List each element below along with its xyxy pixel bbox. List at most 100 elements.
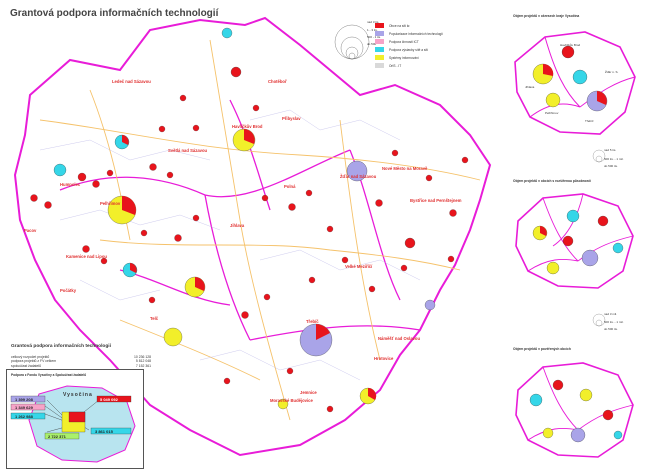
size-label: 500 - 1 tis. — [367, 35, 382, 39]
legend-swatch — [375, 31, 384, 36]
region-name: Vysočina — [63, 392, 93, 398]
town-label: Polná — [284, 184, 296, 189]
pie-symbol[interactable] — [532, 225, 548, 241]
pie-symbol[interactable] — [579, 388, 593, 402]
inset-scale-label: do 500 tis. — [604, 327, 618, 331]
inset-scale-label: nad 3 mil. — [604, 312, 618, 316]
size-label: 1 - 3 tis. — [367, 28, 378, 32]
inset-size-legend — [592, 149, 606, 163]
district-label: Třebíč — [585, 119, 594, 123]
inset-scale-label: nad 5 tis. — [604, 148, 617, 152]
town-label: Přibyslav — [282, 116, 301, 121]
legend-label: OrIS - IT — [389, 64, 402, 68]
stats-row: podpora projektů z FV celkem 5 812 048 — [11, 359, 151, 364]
legend-swatch — [375, 63, 384, 68]
pie-symbol[interactable] — [532, 63, 554, 85]
legend-label: Popularizace informačních technologií — [389, 32, 443, 36]
pie-symbol[interactable] — [299, 323, 333, 357]
region-value: 1 262 988 — [15, 414, 34, 419]
region-value: 5 049 092 — [100, 397, 119, 402]
stats-panel: Grantová podpora informačních technologi… — [11, 344, 151, 368]
page-title: Grantová podpora informačních technologi… — [10, 8, 219, 19]
pie-symbol[interactable] — [529, 393, 543, 407]
pie-symbol[interactable] — [542, 427, 554, 439]
stats-title: Grantová podpora informačních technologi… — [11, 344, 111, 349]
pie-symbol[interactable] — [122, 262, 138, 278]
small-red-symbols[interactable] — [30, 94, 469, 413]
town-label: Nové Město na Moravě — [382, 166, 428, 171]
town-label: Humpolec — [60, 182, 81, 187]
town-label: Jihlava — [230, 223, 245, 228]
region-boundary — [13, 16, 492, 457]
town-label: Počátky — [60, 288, 77, 293]
region-value: 3 861 015 — [95, 429, 114, 434]
pie-symbol[interactable] — [545, 92, 561, 108]
town-label: Světlá nad Sázavou — [168, 148, 208, 153]
pie-symbol[interactable] — [232, 128, 256, 152]
legend-swatch — [375, 23, 384, 28]
pie-symbol[interactable] — [424, 299, 436, 311]
legend-swatch — [375, 47, 384, 52]
pie-symbol[interactable] — [612, 242, 624, 254]
pie-symbol[interactable] — [114, 134, 130, 150]
pie-symbol[interactable] — [546, 261, 560, 275]
size-label: do 500 — [367, 42, 377, 46]
pie-symbol[interactable] — [359, 387, 377, 405]
inset-scale-label: 500 tis. - 1 mil. — [604, 320, 624, 324]
pie-symbol[interactable] — [404, 237, 416, 249]
legend-label: Podpora výstavby sítě a sítí — [389, 48, 429, 52]
pie-symbol[interactable] — [561, 45, 575, 59]
roads — [39, 39, 481, 421]
size-label: nad 3 tis. — [367, 20, 380, 24]
inset-po-map[interactable] — [508, 355, 643, 465]
pie-symbol[interactable] — [586, 90, 608, 112]
pie-symbol[interactable] — [572, 69, 588, 85]
inset-scale-label: 500 tis. - 1 mil. — [604, 157, 624, 161]
pie-symbol[interactable] — [552, 379, 564, 391]
pie-symbol[interactable] — [184, 276, 206, 298]
pie-symbol[interactable] — [613, 430, 623, 440]
pie-symbol[interactable] — [597, 215, 609, 227]
municipality-lines — [39, 109, 421, 381]
pie-symbol[interactable] — [602, 409, 614, 421]
town-label: Žďár nad Sázavou — [340, 174, 377, 179]
legend-label: Obce na síti kr. — [389, 24, 411, 28]
inset-title: Objem projektů v pověřených obcích — [513, 347, 571, 351]
inset-districts-map[interactable]: Havlíčkův Brod Žďár n. S. Jihlava Třebíč… — [505, 22, 645, 142]
pie-symbol[interactable] — [277, 398, 289, 410]
town-label: Hrotovice — [374, 356, 394, 361]
region-box: Podpora z Fondu Vysočiny a Spoluúčast ža… — [6, 369, 144, 469]
region-value: 2 722 371 — [48, 434, 67, 439]
pie-symbol[interactable] — [53, 163, 67, 177]
legend-swatch — [375, 39, 384, 44]
pie-symbol[interactable] — [570, 427, 586, 443]
pie-symbol[interactable] — [221, 27, 233, 39]
legend-label: Systémy informování — [389, 56, 419, 60]
inset-orp-map[interactable] — [508, 186, 643, 296]
town-label: Náměšť nad Oslavou — [378, 336, 420, 341]
town-label: Bystřice nad Pernštejnem — [410, 198, 462, 203]
pie-symbol[interactable] — [566, 209, 580, 223]
size-legend — [334, 24, 370, 60]
town-label: Velké Meziříčí — [345, 264, 373, 269]
town-label: Telč — [150, 316, 159, 321]
pie-symbol[interactable] — [346, 160, 368, 182]
town-label: Moravské Budějovice — [270, 398, 313, 403]
pie-symbol[interactable] — [107, 195, 137, 225]
region-box-title: Podpora z Fondu Vysočiny a Spoluúčast ža… — [11, 373, 87, 377]
pie-symbol[interactable] — [163, 327, 183, 347]
town-label: Pacov — [24, 228, 37, 233]
pie-symbol[interactable] — [562, 235, 574, 247]
town-label: Chotěboř — [268, 79, 287, 84]
pie-symbol[interactable] — [230, 66, 242, 78]
inset-scale-label: do 500 tis. — [604, 164, 618, 168]
pie-symbol[interactable] — [581, 249, 599, 267]
legend-label: Podpora činnosti ICT — [389, 40, 419, 44]
legend-swatch — [375, 55, 384, 60]
district-label: Žďár n. S. — [605, 69, 619, 74]
region-value: 1 349 629 — [15, 405, 34, 410]
stats-row: spoluúčast žadatelů 7 152 361 — [11, 363, 151, 368]
region-value: 1 399 208 — [15, 397, 34, 402]
municipality-symbols[interactable] — [53, 27, 436, 410]
